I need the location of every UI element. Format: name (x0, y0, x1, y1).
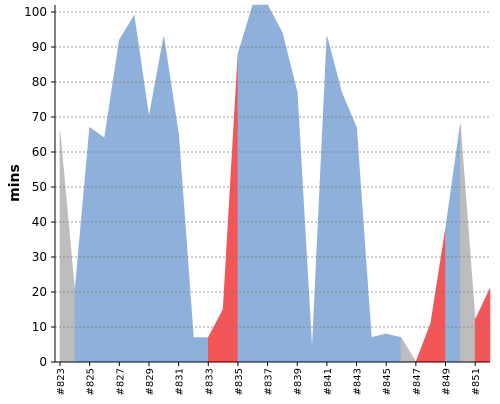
area-segment-843 (341, 92, 357, 363)
x-tick-label-851: #851 (471, 368, 482, 395)
area-segment-846 (385, 333, 402, 363)
x-tick-label-839: #839 (293, 368, 304, 395)
x-tick-label-849: #849 (442, 368, 453, 395)
x-tick-label-845: #845 (382, 368, 393, 395)
y-tick-label-10: 10 (32, 320, 47, 334)
y-ticks: 0 10 20 30 40 50 60 70 80 90 100 (24, 5, 55, 369)
x-tick-label-831: #831 (175, 368, 186, 395)
area-segment-832 (178, 134, 194, 363)
area-segment-851 (460, 123, 476, 363)
x-tick-label-823: #823 (56, 368, 67, 395)
area-segment-834 (207, 309, 224, 363)
x-tick-label-829: #829 (145, 368, 156, 395)
x-tick-label-841: #841 (323, 368, 334, 395)
y-axis-title: mins (7, 164, 23, 202)
x-tick-label-825: #825 (86, 368, 97, 395)
area-segment-840 (296, 92, 313, 363)
y-tick-label-60: 60 (32, 145, 47, 159)
y-tick-label-90: 90 (32, 40, 47, 54)
area-segment-838 (267, 4, 283, 363)
x-tick-label-847: #847 (412, 368, 423, 395)
y-tick-label-100: 100 (24, 5, 47, 19)
grid-lines (55, 11, 490, 328)
area-segment-849 (430, 228, 446, 363)
x-tick-label-843: #843 (353, 368, 364, 395)
y-tick-label-0: 0 (39, 355, 47, 369)
area-segment-837 (252, 4, 268, 363)
y-tick-label-80: 80 (32, 75, 47, 89)
area-segment-829 (133, 15, 150, 363)
area-segment-835 (222, 53, 239, 363)
area-segment-845 (371, 333, 387, 363)
x-tick-label-833: #833 (204, 368, 215, 395)
area-segment-850 (445, 123, 461, 363)
x-tick-label-827: #827 (115, 368, 126, 395)
x-tick-label-835: #835 (234, 368, 245, 395)
area-segment-830 (148, 36, 165, 363)
area-segment-833 (193, 337, 209, 363)
x-tick-label-837: #837 (264, 368, 275, 395)
x-ticks: #823 #825 #827 #829 #831 #833 #835 #837 #839 #841… (56, 362, 482, 395)
area-series (59, 4, 491, 363)
area-segment-831 (163, 36, 179, 363)
area-segment-848 (415, 323, 431, 363)
area-segment-841 (311, 36, 328, 363)
y-tick-label-20: 20 (32, 285, 47, 299)
area-segment-827 (104, 39, 120, 363)
y-tick-label-70: 70 (32, 110, 47, 124)
area-segment-828 (119, 14, 135, 363)
area-segment-847 (400, 336, 417, 363)
y-tick-label-40: 40 (32, 215, 47, 229)
axes (54, 5, 490, 363)
area-segment-852 (474, 288, 491, 363)
y-tick-label-30: 30 (32, 250, 47, 264)
area-segment-836 (237, 4, 254, 363)
y-tick-label-50: 50 (32, 180, 47, 194)
area-segment-842 (326, 36, 343, 363)
